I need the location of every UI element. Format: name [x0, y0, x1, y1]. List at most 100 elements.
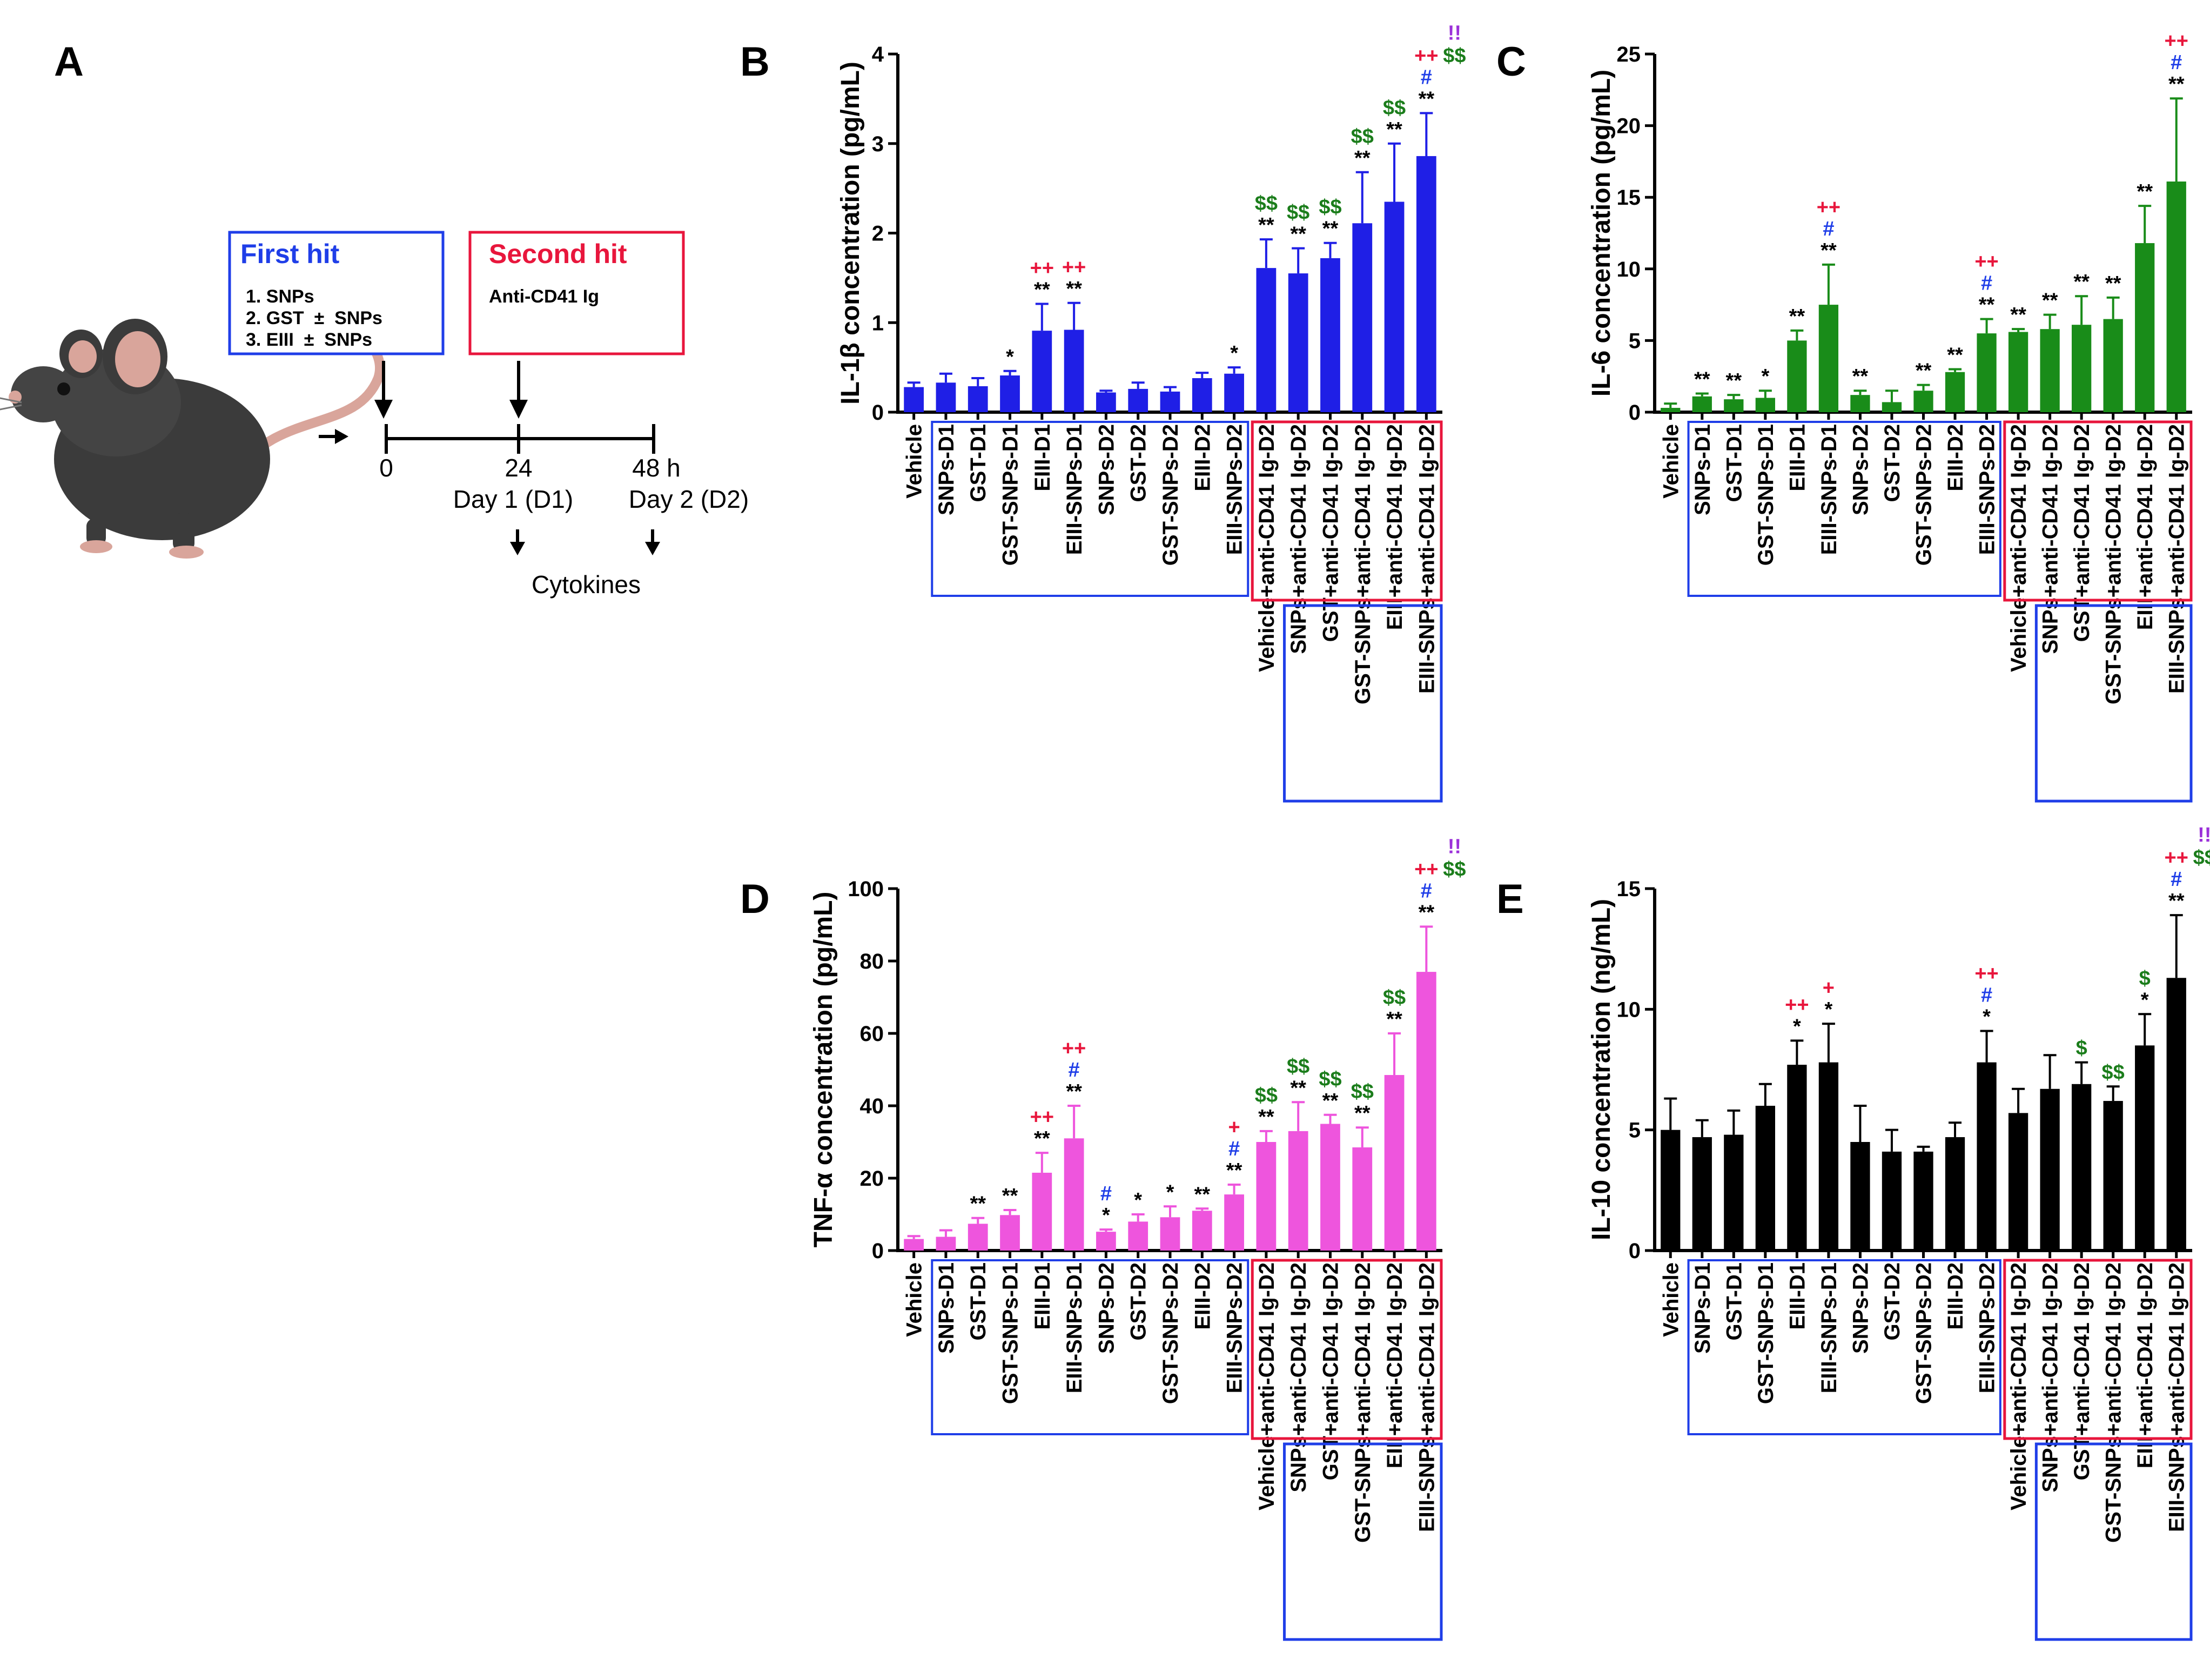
- first-hit-prefix-box: [1283, 604, 1443, 803]
- bar[interactable]: [1000, 375, 1020, 412]
- significance-mark: #: [2171, 868, 2182, 891]
- bar[interactable]: [1064, 1138, 1084, 1251]
- bar[interactable]: [2135, 243, 2155, 412]
- day-2-label: Day 2 (D2): [629, 485, 749, 513]
- bar[interactable]: [2072, 325, 2092, 412]
- bar[interactable]: [1256, 1142, 1277, 1251]
- bar[interactable]: [1818, 1062, 1839, 1251]
- bar[interactable]: [904, 1239, 924, 1251]
- bar[interactable]: [1128, 1221, 1148, 1251]
- significance-mark: $$: [1351, 125, 1374, 148]
- significance-mark: **: [1852, 365, 1869, 388]
- bar[interactable]: [1882, 402, 1902, 412]
- bar[interactable]: [1384, 1075, 1405, 1251]
- category-label: EIII-D1: [1031, 424, 1054, 491]
- bar[interactable]: [1913, 391, 1933, 412]
- bar[interactable]: [1160, 391, 1180, 412]
- bar[interactable]: [2008, 1113, 2028, 1251]
- bar[interactable]: [1755, 398, 1775, 412]
- panel-label: E: [1496, 876, 1524, 922]
- y-tick-label: 5: [1629, 1119, 1641, 1143]
- bar[interactable]: [1692, 1137, 1712, 1251]
- bar[interactable]: [1977, 333, 1997, 412]
- bar[interactable]: [1128, 388, 1148, 412]
- category-label: EIII+anti-CD41 Ig-D2: [1383, 424, 1407, 630]
- bar[interactable]: [1945, 372, 1965, 412]
- y-axis-label: IL-6 concentration (pg/mL): [1587, 70, 1616, 397]
- bar[interactable]: [1818, 305, 1839, 412]
- bar[interactable]: [1384, 201, 1405, 412]
- bar[interactable]: [1320, 1124, 1340, 1251]
- category-label: GST-D2: [1127, 424, 1151, 502]
- bar[interactable]: [936, 382, 956, 412]
- significance-mark: ++: [1414, 44, 1438, 67]
- category-label: SNPs-D1: [935, 424, 958, 515]
- significance-mark: $$: [1255, 192, 1278, 215]
- bar[interactable]: [1224, 373, 1244, 412]
- bar[interactable]: [1288, 1131, 1308, 1251]
- bar[interactable]: [1352, 223, 1373, 412]
- bar[interactable]: [1032, 331, 1052, 412]
- bar[interactable]: [2008, 332, 2028, 412]
- significance-mark: *: [1793, 1015, 1801, 1038]
- bar[interactable]: [1416, 156, 1436, 412]
- bar[interactable]: [1224, 1194, 1244, 1251]
- bar[interactable]: [968, 386, 988, 412]
- bar[interactable]: [2166, 978, 2186, 1251]
- bar[interactable]: [2166, 182, 2186, 412]
- bar[interactable]: [904, 387, 924, 412]
- timeline-tick-24: 24: [505, 454, 532, 482]
- bar[interactable]: [2072, 1084, 2092, 1251]
- category-label: GST-D2: [1127, 1262, 1151, 1340]
- second-hit-group-box: [2003, 420, 2193, 602]
- bar[interactable]: [2103, 319, 2123, 412]
- significance-mark: !!: [1448, 22, 1461, 44]
- chart-panel-e: E IL-10 concentration (ng/mL) 0 5 10 15 Vehicl…: [1496, 824, 2210, 1641]
- bar[interactable]: [1096, 1232, 1116, 1251]
- bar[interactable]: [1288, 273, 1308, 412]
- bar[interactable]: [1661, 1130, 1681, 1251]
- bar[interactable]: [1787, 1065, 1807, 1251]
- bar[interactable]: [1032, 1172, 1052, 1251]
- bar[interactable]: [2040, 329, 2060, 412]
- bar[interactable]: [968, 1224, 988, 1251]
- category-label: EIII-SNPs-D1: [1817, 424, 1841, 555]
- bar[interactable]: [1755, 1106, 1775, 1251]
- significance-mark: **: [2137, 180, 2153, 203]
- bar[interactable]: [1352, 1147, 1373, 1251]
- first-hit-group-box: [931, 1259, 1250, 1435]
- bar[interactable]: [1160, 1217, 1180, 1251]
- category-label: GST-SNPs-D2: [1159, 424, 1183, 566]
- bar[interactable]: [936, 1237, 956, 1251]
- bar[interactable]: [1724, 1134, 1744, 1251]
- panel-label: D: [740, 876, 770, 922]
- bar[interactable]: [1256, 268, 1277, 412]
- first-hit-prefix-box: [2034, 604, 2193, 803]
- bar[interactable]: [1416, 972, 1436, 1251]
- bar[interactable]: [1913, 1151, 1933, 1251]
- bar[interactable]: [1661, 408, 1681, 412]
- bar[interactable]: [1850, 1142, 1870, 1251]
- bar[interactable]: [1192, 378, 1212, 412]
- bar[interactable]: [1096, 392, 1116, 412]
- category-label: GST-SNPs+anti-CD41 Ig-D2: [1351, 424, 1375, 704]
- significance-mark: ++: [1785, 993, 1809, 1016]
- bar[interactable]: [2135, 1045, 2155, 1251]
- bar[interactable]: [1192, 1211, 1212, 1251]
- bar[interactable]: [1977, 1062, 1997, 1251]
- bar[interactable]: [1692, 396, 1712, 412]
- bar[interactable]: [1850, 395, 1870, 412]
- significance-mark: **: [1386, 118, 1402, 141]
- bar[interactable]: [1945, 1137, 1965, 1251]
- bar[interactable]: [1064, 330, 1084, 412]
- bar[interactable]: [2040, 1088, 2060, 1251]
- significance-mark: **: [1419, 88, 1435, 110]
- bar[interactable]: [1787, 340, 1807, 412]
- bar[interactable]: [2103, 1101, 2123, 1251]
- bar[interactable]: [1882, 1151, 1902, 1251]
- significance-mark: *: [2141, 989, 2149, 1011]
- y-tick-label: 25: [1617, 43, 1641, 66]
- bar[interactable]: [1724, 399, 1744, 412]
- bar[interactable]: [1000, 1215, 1020, 1251]
- bar[interactable]: [1320, 258, 1340, 412]
